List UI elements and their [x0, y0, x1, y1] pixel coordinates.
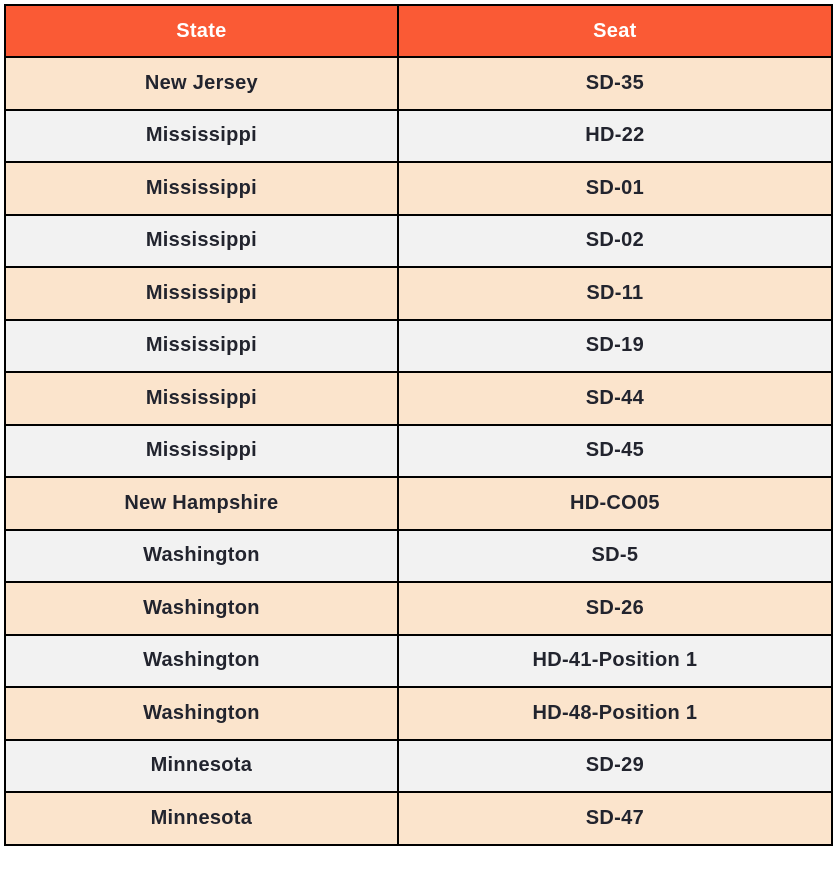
table-row: Mississippi SD-45 [4, 423, 834, 478]
state-cell: Washington [4, 528, 399, 583]
state-cell: Mississippi [4, 266, 399, 321]
table-row: Mississippi SD-01 [4, 161, 834, 216]
table-row: Washington HD-41-Position 1 [4, 633, 834, 688]
state-cell: New Hampshire [4, 476, 399, 531]
table-row: Mississippi SD-19 [4, 318, 834, 373]
seat-cell: HD-48-Position 1 [396, 686, 834, 741]
table-row: Mississippi HD-22 [4, 108, 834, 163]
table-row: New Jersey SD-35 [4, 56, 834, 111]
header-row: State Seat [4, 4, 834, 58]
seat-cell: SD-5 [396, 528, 834, 583]
table-row: Washington SD-5 [4, 528, 834, 583]
table-header: State Seat [4, 4, 834, 58]
state-cell: Mississippi [4, 213, 399, 268]
state-cell: Minnesota [4, 738, 399, 793]
seat-cell: SD-29 [396, 738, 834, 793]
seat-cell: SD-47 [396, 791, 834, 846]
table-row: Minnesota SD-29 [4, 738, 834, 793]
state-cell: Mississippi [4, 108, 399, 163]
seat-cell: SD-45 [396, 423, 834, 478]
state-cell: New Jersey [4, 56, 399, 111]
state-cell: Mississippi [4, 423, 399, 478]
seat-cell: SD-19 [396, 318, 834, 373]
table-row: Mississippi SD-02 [4, 213, 834, 268]
seat-cell: HD-41-Position 1 [396, 633, 834, 688]
seat-cell: SD-44 [396, 371, 834, 426]
state-cell: Minnesota [4, 791, 399, 846]
seat-cell: SD-26 [396, 581, 834, 636]
column-header-seat: Seat [396, 4, 834, 58]
table-body: New Jersey SD-35 Mississippi HD-22 Mississip… [4, 56, 834, 846]
state-cell: Mississippi [4, 371, 399, 426]
seat-cell: SD-35 [396, 56, 834, 111]
table-row: Minnesota SD-47 [4, 791, 834, 846]
table-row: Mississippi SD-44 [4, 371, 834, 426]
state-cell: Washington [4, 633, 399, 688]
seat-cell: HD-22 [396, 108, 834, 163]
table-row: Mississippi SD-11 [4, 266, 834, 321]
seat-cell: SD-11 [396, 266, 834, 321]
table-row: New Hampshire HD-CO05 [4, 476, 834, 531]
table-row: Washington SD-26 [4, 581, 834, 636]
state-seat-table: State Seat New Jersey SD-35 Mississippi HD-… [4, 4, 834, 846]
seat-cell: SD-02 [396, 213, 834, 268]
state-cell: Washington [4, 581, 399, 636]
state-cell: Mississippi [4, 161, 399, 216]
seat-cell: HD-CO05 [396, 476, 834, 531]
seat-cell: SD-01 [396, 161, 834, 216]
state-cell: Mississippi [4, 318, 399, 373]
state-cell: Washington [4, 686, 399, 741]
column-header-state: State [4, 4, 399, 58]
table-row: Washington HD-48-Position 1 [4, 686, 834, 741]
